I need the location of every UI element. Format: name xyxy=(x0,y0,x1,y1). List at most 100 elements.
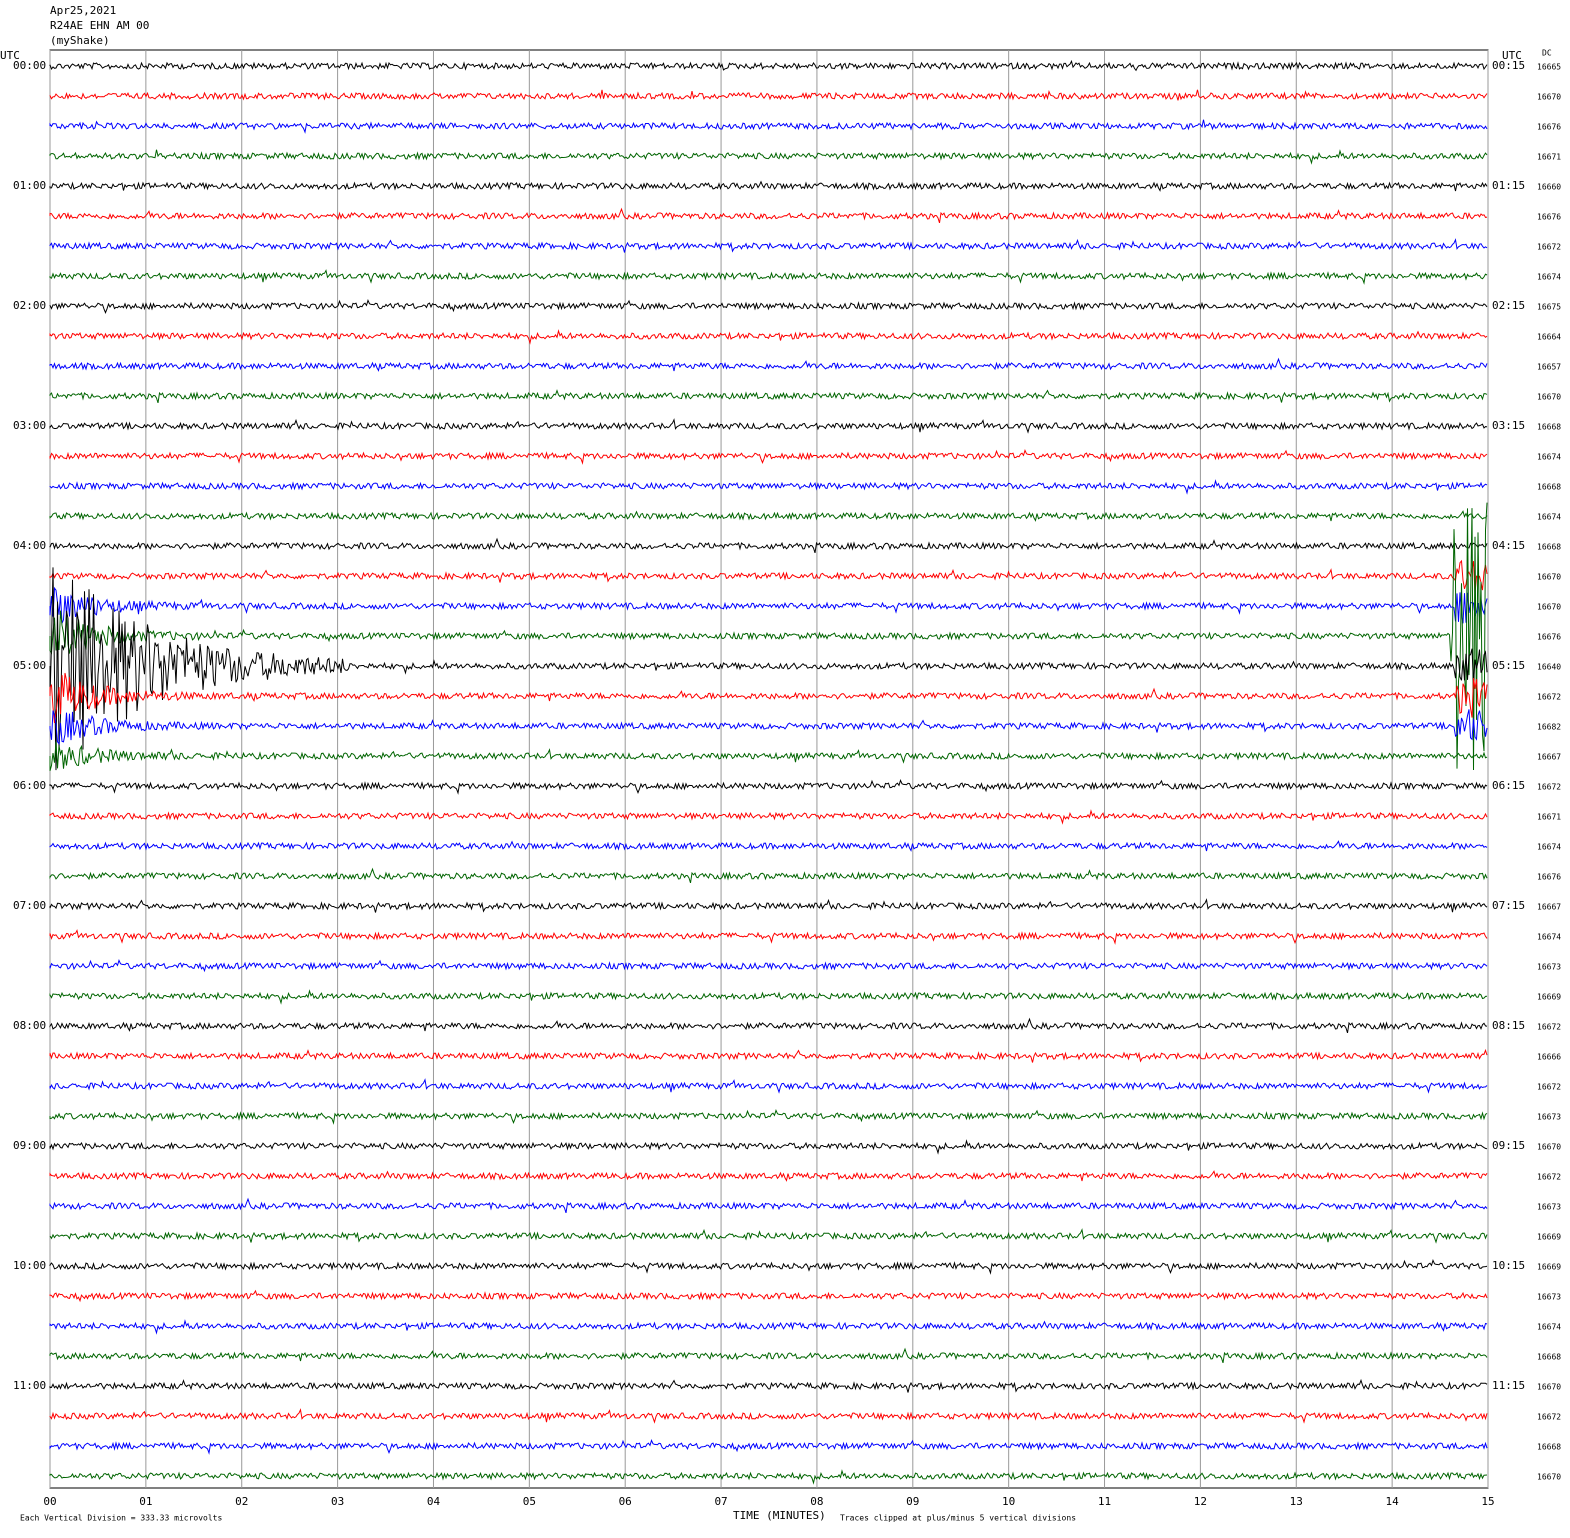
trace xyxy=(49,1319,1488,1335)
dc-value: 16668 xyxy=(1537,483,1561,492)
trace xyxy=(49,1228,1488,1244)
x-tick-label: 06 xyxy=(619,1495,632,1508)
trace xyxy=(49,1408,1488,1424)
trace xyxy=(49,559,1488,594)
x-tick-label: 11 xyxy=(1098,1495,1111,1508)
dc-value: 16676 xyxy=(1537,213,1561,222)
x-tick-label: 07 xyxy=(714,1495,727,1508)
dc-value: 16640 xyxy=(1537,663,1561,672)
dc-value: 16668 xyxy=(1537,1353,1561,1362)
dc-value: 16672 xyxy=(1537,1023,1561,1032)
dc-value: 16675 xyxy=(1537,303,1561,312)
trace xyxy=(49,1438,1488,1455)
trace xyxy=(49,502,1488,771)
time-label-left: 09:00 xyxy=(13,1139,46,1152)
dc-value: 16673 xyxy=(1537,1203,1561,1212)
title-line: (myShake) xyxy=(50,34,110,47)
trace xyxy=(49,269,1488,285)
x-tick-label: 00 xyxy=(43,1495,56,1508)
trace xyxy=(49,89,1488,101)
dc-value: 16674 xyxy=(1537,453,1561,462)
dc-value: 16671 xyxy=(1537,813,1561,822)
trace xyxy=(49,389,1488,404)
dc-value: 16668 xyxy=(1537,423,1561,432)
x-tick-label: 01 xyxy=(139,1495,152,1508)
dc-value: 16682 xyxy=(1537,723,1561,732)
time-label-left: 11:00 xyxy=(13,1379,46,1392)
x-tick-label: 15 xyxy=(1481,1495,1494,1508)
time-label-right: 01:15 xyxy=(1492,179,1525,192)
dc-value: 16666 xyxy=(1537,1053,1561,1062)
trace xyxy=(49,1289,1488,1303)
time-label-right: 10:15 xyxy=(1492,1259,1525,1272)
time-label-left: 06:00 xyxy=(13,779,46,792)
trace xyxy=(49,1258,1488,1275)
trace xyxy=(49,1378,1488,1393)
time-label-right: 06:15 xyxy=(1492,779,1525,792)
dc-value: 16676 xyxy=(1537,633,1561,642)
dc-value: 16670 xyxy=(1537,603,1561,612)
trace xyxy=(49,867,1488,884)
trace xyxy=(49,778,1488,795)
dc-value: 16674 xyxy=(1537,1323,1561,1332)
dc-value: 16676 xyxy=(1537,123,1561,132)
dc-value: 16673 xyxy=(1537,1113,1561,1122)
dc-value: 16673 xyxy=(1537,1293,1561,1302)
trace xyxy=(49,1108,1488,1125)
x-tick-label: 12 xyxy=(1194,1495,1207,1508)
time-label-right: 04:15 xyxy=(1492,539,1525,552)
title-line: Apr25,2021 xyxy=(50,4,116,17)
dc-value: 16669 xyxy=(1537,1233,1561,1242)
dc-value: 16667 xyxy=(1537,753,1561,762)
trace xyxy=(49,329,1488,345)
time-label-left: 01:00 xyxy=(13,179,46,192)
dc-value: 16670 xyxy=(1537,93,1561,102)
title-line: R24AE EHN AM 00 xyxy=(50,19,149,32)
trace xyxy=(49,180,1488,192)
time-label-left: 00:00 xyxy=(13,59,46,72)
dc-value: 16672 xyxy=(1537,693,1561,702)
trace xyxy=(49,1048,1488,1063)
x-tick-label: 04 xyxy=(427,1495,441,1508)
dc-value: 16660 xyxy=(1537,183,1561,192)
dc-value: 16673 xyxy=(1537,963,1561,972)
dc-value: 16674 xyxy=(1537,843,1561,852)
dc-value: 16670 xyxy=(1537,573,1561,582)
trace xyxy=(49,567,1488,771)
trace xyxy=(49,1078,1488,1094)
trace xyxy=(49,898,1488,913)
trace xyxy=(49,238,1488,253)
x-tick-label: 10 xyxy=(1002,1495,1015,1508)
dc-value: 16671 xyxy=(1537,153,1561,162)
dc-value: 16670 xyxy=(1537,1473,1561,1482)
x-axis-title: TIME (MINUTES) xyxy=(733,1509,826,1522)
time-label-right: 05:15 xyxy=(1492,659,1525,672)
x-tick-label: 14 xyxy=(1386,1495,1400,1508)
trace xyxy=(49,1197,1488,1214)
time-label-right: 09:15 xyxy=(1492,1139,1525,1152)
time-label-left: 10:00 xyxy=(13,1259,46,1272)
trace xyxy=(49,207,1488,224)
dc-value: 16672 xyxy=(1537,1173,1561,1182)
trace xyxy=(49,1017,1488,1034)
trace xyxy=(49,809,1488,825)
trace xyxy=(49,510,1488,522)
trace xyxy=(49,119,1488,134)
trace xyxy=(49,958,1488,973)
dc-value: 16674 xyxy=(1537,933,1561,942)
trace xyxy=(49,298,1488,314)
dc-value: 16667 xyxy=(1537,903,1561,912)
x-tick-label: 09 xyxy=(906,1495,919,1508)
trace xyxy=(49,929,1488,945)
trace xyxy=(49,672,1488,724)
dc-value: 16672 xyxy=(1537,1413,1561,1422)
dc-value: 16676 xyxy=(1537,873,1561,882)
dc-value: 16669 xyxy=(1537,993,1561,1002)
dc-value: 16668 xyxy=(1537,543,1561,552)
trace xyxy=(49,840,1488,852)
time-label-left: 07:00 xyxy=(13,899,46,912)
dc-value: 16670 xyxy=(1537,1383,1561,1392)
time-label-right: 03:15 xyxy=(1492,419,1525,432)
x-tick-label: 13 xyxy=(1290,1495,1303,1508)
dc-value: 16672 xyxy=(1537,1083,1561,1092)
